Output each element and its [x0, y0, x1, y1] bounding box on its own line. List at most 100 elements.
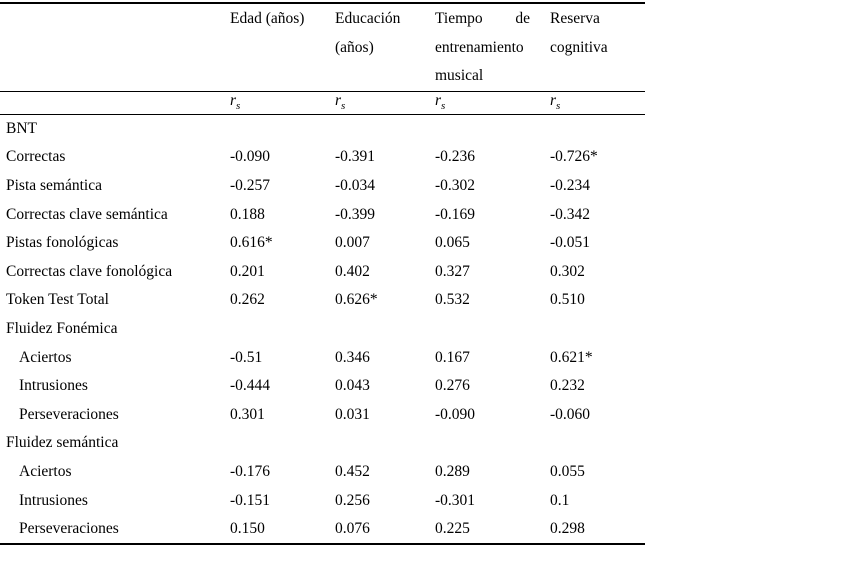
value-cell-edad [225, 315, 330, 344]
spearman-r-symbol: rs [550, 92, 561, 113]
spearman-r-symbol: rs [435, 92, 446, 113]
row-label: Aciertos [19, 348, 72, 366]
value-cell-educacion [330, 114, 430, 143]
row-label: Correctas clave semántica [6, 205, 168, 223]
value-cell-edad: -0.257 [230, 176, 271, 194]
stat-symbol-row: rs rs rs rs [0, 90, 645, 115]
value-cell-reserva: 0.055 [550, 462, 585, 480]
row-label: Pistas fonológicas [6, 234, 119, 252]
stat-symbol-cell-tiempo: rs [430, 90, 545, 115]
value-cell-reserva: -0.060 [550, 405, 591, 423]
column-header-word: Tiempo [435, 10, 483, 27]
value-cell-tiempo: 0.289 [435, 462, 470, 480]
table-row: Aciertos -0.176 0.452 0.289 0.055 [0, 458, 645, 487]
value-cell-tiempo [430, 429, 545, 458]
column-header-line: cognitiva [550, 38, 608, 56]
value-cell-reserva: -0.234 [550, 176, 591, 194]
column-header-line: Edad (años) [230, 10, 305, 27]
table-row: Perseveraciones 0.150 0.076 0.225 0.298 [0, 515, 645, 545]
stat-symbol-cell-reserva: rs [545, 90, 645, 115]
table-header: Edad (años) Educación (años) Tiempo de entren… [0, 3, 645, 115]
column-header-line: musical [435, 67, 484, 84]
value-cell-educacion: 0.043 [335, 377, 370, 395]
row-label: Perseveraciones [19, 405, 119, 423]
table-row: Pistas fonológicas 0.616* 0.007 0.065 -0.051 [0, 229, 645, 258]
table-row: Fluidez Fonémica [0, 315, 645, 344]
row-label: Fluidez semántica [6, 434, 119, 452]
value-cell-edad: -0.444 [230, 377, 271, 395]
value-cell-tiempo: -0.301 [435, 491, 476, 509]
column-header-tiempo: Tiempo de entrenamiento musical [430, 3, 545, 91]
table-row: Correctas -0.090 -0.391 -0.236 -0.726* [0, 143, 645, 172]
value-cell-tiempo: -0.236 [435, 148, 476, 166]
table-row: Intrusiones -0.151 0.256 -0.301 0.1 [0, 486, 645, 515]
value-cell-edad: -0.151 [230, 491, 271, 509]
column-header-line: (años) [335, 38, 374, 56]
value-cell-educacion: 0.626* [335, 291, 378, 309]
row-label: Token Test Total [6, 291, 109, 309]
table-body: BNT Correctas -0.090 -0.391 -0.236 -0.726* Pis… [0, 114, 645, 544]
value-cell-reserva: 0.298 [550, 520, 585, 538]
row-label: Intrusiones [19, 491, 88, 509]
value-cell-edad [225, 114, 330, 143]
value-cell-edad: -0.51 [230, 348, 263, 366]
value-cell-tiempo: 0.225 [435, 520, 470, 538]
value-cell-edad: -0.176 [230, 462, 271, 480]
correlation-table: Edad (años) Educación (años) Tiempo de entren… [0, 2, 645, 546]
row-label: BNT [6, 119, 37, 137]
column-header-line: entrenamiento [435, 38, 524, 56]
row-label-column-header [0, 3, 225, 91]
table-row: Perseveraciones 0.301 0.031 -0.090 -0.060 [0, 400, 645, 429]
table-row: Fluidez semántica [0, 429, 645, 458]
value-cell-educacion: 0.256 [335, 491, 370, 509]
value-cell-tiempo [430, 315, 545, 344]
table-row: BNT [0, 114, 645, 143]
value-cell-educacion: 0.452 [335, 462, 370, 480]
value-cell-educacion: -0.034 [335, 176, 376, 194]
column-header-educacion: Educación (años) [330, 3, 430, 91]
value-cell-tiempo: -0.090 [435, 405, 476, 423]
value-cell-educacion: 0.007 [335, 234, 370, 252]
value-cell-reserva: -0.342 [550, 205, 591, 223]
value-cell-educacion: 0.402 [335, 262, 370, 280]
row-label: Correctas clave fonológica [6, 262, 173, 280]
row-label: Intrusiones [19, 377, 88, 395]
value-cell-edad: 0.262 [230, 291, 265, 309]
value-cell-edad: -0.090 [230, 148, 271, 166]
value-cell-edad: 0.150 [230, 520, 265, 538]
row-label: Aciertos [19, 462, 72, 480]
value-cell-educacion [330, 315, 430, 344]
row-label: Correctas [6, 148, 66, 166]
row-label: Pista semántica [6, 176, 102, 194]
column-header-line: Educación [335, 10, 401, 27]
table-row: Token Test Total 0.262 0.626* 0.532 0.510 [0, 286, 645, 315]
value-cell-educacion: -0.391 [335, 148, 376, 166]
value-cell-tiempo: -0.302 [435, 176, 476, 194]
value-cell-educacion [330, 429, 430, 458]
value-cell-reserva: 0.232 [550, 377, 585, 395]
row-label: Fluidez Fonémica [6, 319, 118, 337]
value-cell-educacion: 0.346 [335, 348, 370, 366]
value-cell-reserva: 0.621* [550, 348, 593, 366]
table-row: Correctas clave semántica 0.188 -0.399 -0.1… [0, 200, 645, 229]
value-cell-educacion: -0.399 [335, 205, 376, 223]
table-row: Intrusiones -0.444 0.043 0.276 0.232 [0, 372, 645, 401]
value-cell-tiempo: 0.276 [435, 377, 470, 395]
value-cell-reserva: 0.510 [550, 291, 585, 309]
value-cell-tiempo: 0.327 [435, 262, 470, 280]
column-header-edad: Edad (años) [225, 3, 330, 91]
value-cell-tiempo: 0.532 [435, 291, 470, 309]
value-cell-edad [225, 429, 330, 458]
value-cell-educacion: 0.076 [335, 520, 370, 538]
stat-row-empty-cell [0, 90, 225, 115]
value-cell-reserva: 0.1 [550, 491, 570, 509]
value-cell-reserva: -0.726* [550, 148, 598, 166]
row-label: Perseveraciones [19, 520, 119, 538]
table-row: Correctas clave fonológica 0.201 0.402 0.32… [0, 257, 645, 286]
value-cell-reserva [545, 429, 645, 458]
value-cell-tiempo: -0.169 [435, 205, 476, 223]
spearman-r-symbol: rs [230, 92, 241, 113]
value-cell-tiempo: 0.065 [435, 234, 470, 252]
spearman-r-symbol: rs [335, 92, 346, 113]
